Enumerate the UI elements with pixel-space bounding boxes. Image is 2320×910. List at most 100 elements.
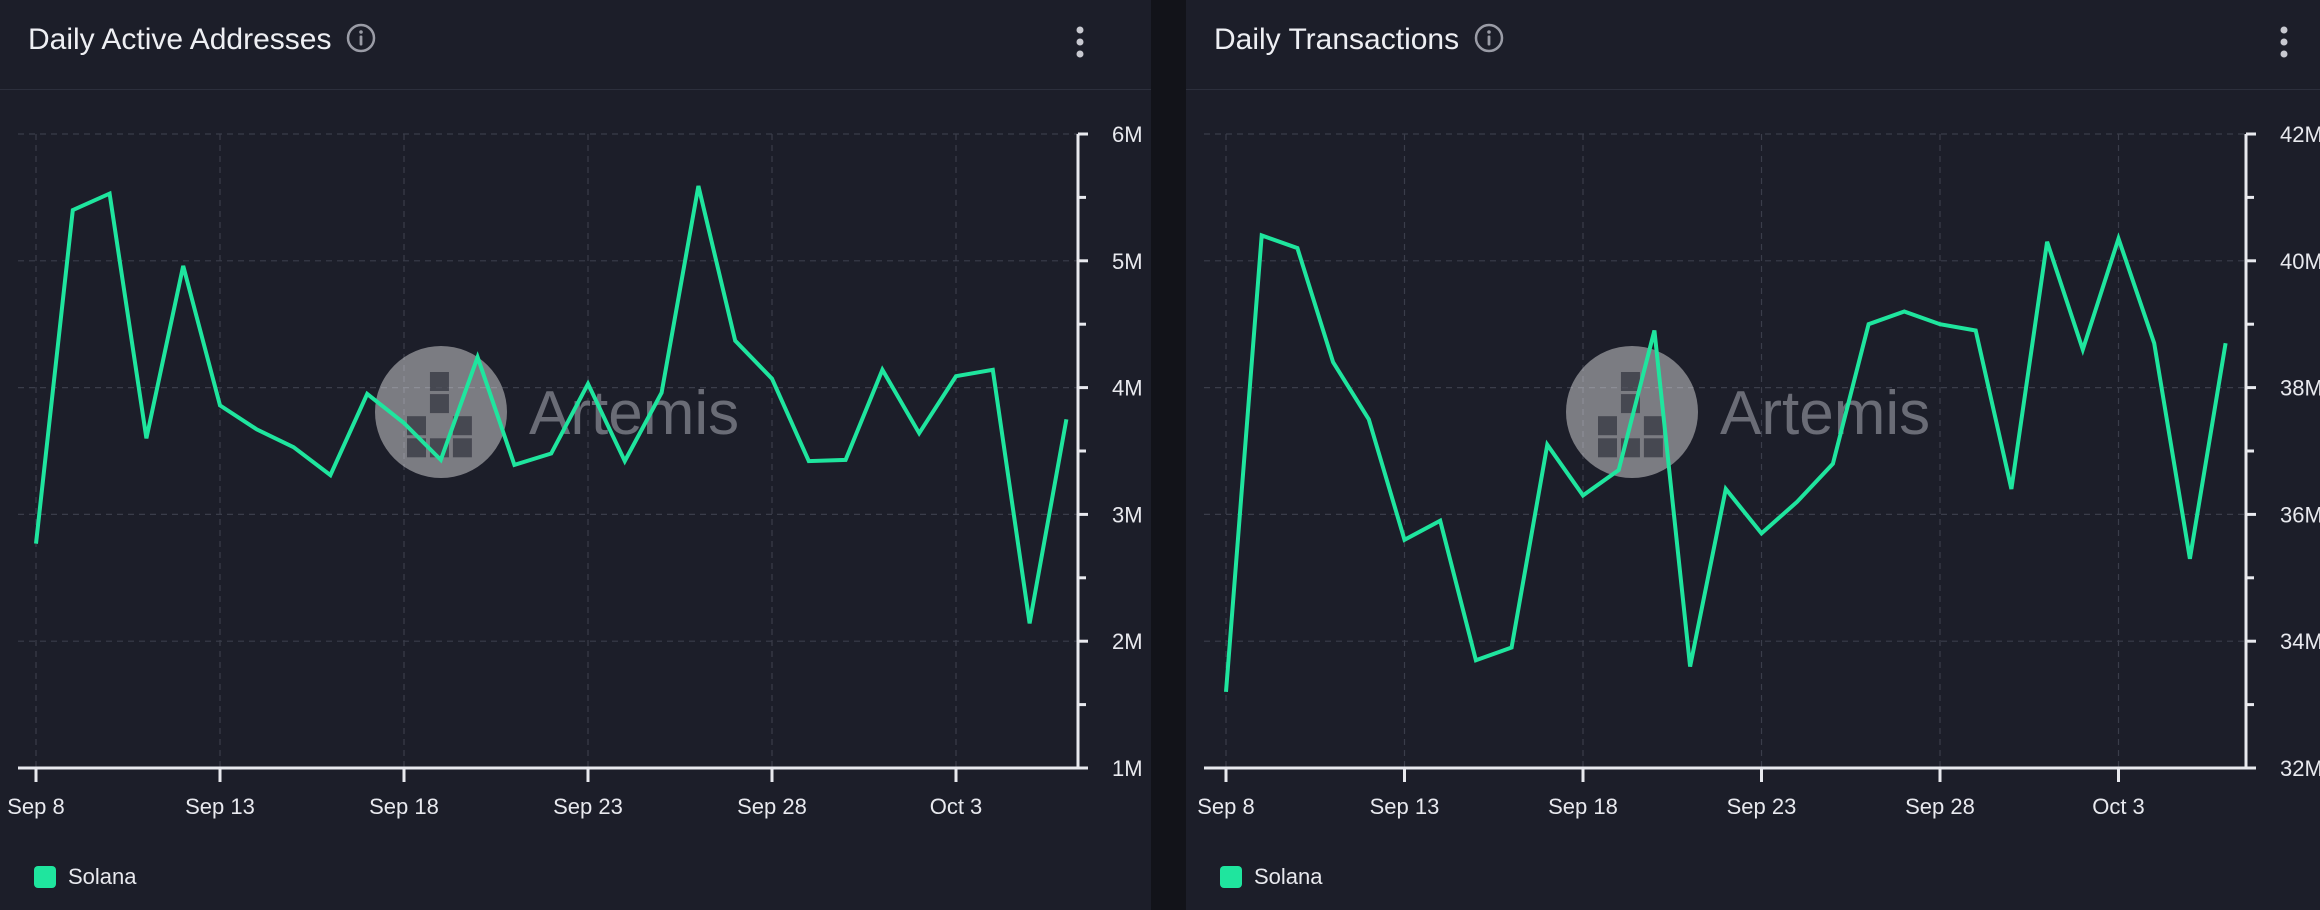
data-point[interactable] (1223, 689, 1229, 695)
data-point[interactable] (2008, 486, 2014, 492)
data-point[interactable] (2044, 239, 2050, 245)
data-point[interactable] (2223, 340, 2229, 346)
y-tick-label: 38M (2280, 376, 2320, 401)
data-point[interactable] (879, 367, 885, 373)
x-tick-label: Oct 3 (930, 794, 983, 819)
series-line-solana (34, 185, 1069, 624)
x-tick-label: Sep 18 (1548, 794, 1618, 819)
data-point[interactable] (1473, 657, 1479, 663)
info-icon[interactable] (345, 22, 377, 54)
data-point[interactable] (1759, 530, 1765, 536)
x-tick-label: Sep 13 (185, 794, 255, 819)
data-point[interactable] (438, 457, 444, 463)
data-point[interactable] (2187, 556, 2193, 562)
data-point[interactable] (511, 462, 517, 468)
chart-title: Daily Active Addresses (28, 22, 377, 57)
data-point[interactable] (217, 402, 223, 408)
data-point[interactable] (70, 207, 76, 213)
data-point[interactable] (548, 451, 554, 457)
data-point[interactable] (254, 426, 260, 432)
x-tick-label: Oct 3 (2092, 794, 2145, 819)
y-tick-label: 2M (1112, 629, 1143, 654)
y-tick-label: 1M (1112, 756, 1143, 781)
chart-panel-daily-active-addresses: Daily Active Addresses 6M 5M 4M 3M 2M 1M Sep 8… (0, 0, 1151, 910)
watermark-text: Artemis (529, 379, 739, 448)
data-point[interactable] (622, 458, 628, 464)
data-point[interactable] (364, 391, 370, 397)
y-tick-label: 34M (2280, 629, 2320, 654)
data-point[interactable] (953, 373, 959, 379)
data-point[interactable] (1063, 416, 1069, 422)
data-point[interactable] (2116, 236, 2122, 242)
panel-header: Daily Active Addresses (0, 0, 1151, 90)
data-point[interactable] (1687, 664, 1693, 670)
data-point[interactable] (1437, 518, 1443, 524)
y-tick-label: 5M (1112, 249, 1143, 274)
line-chart-daily-transactions: 42M 40M 38M 36M 34M 32M Sep 8 Sep 13 Sep 18 Sep 2… (1197, 122, 2320, 819)
data-point[interactable] (1027, 620, 1033, 626)
chart-legend[interactable]: Solana (34, 864, 137, 892)
legend-label: Solana (68, 864, 137, 889)
data-point[interactable] (1794, 499, 1800, 505)
data-point[interactable] (107, 191, 113, 197)
data-point[interactable] (1616, 467, 1622, 473)
chart-panel-daily-transactions: Daily Transactions 42M 40M 38M 36M 34M 32M Sep… (1186, 0, 2320, 910)
x-tick-label: Sep 8 (1197, 794, 1255, 819)
data-point[interactable] (990, 367, 996, 373)
data-point[interactable] (180, 263, 186, 269)
data-point[interactable] (1509, 645, 1515, 651)
data-point[interactable] (401, 420, 407, 426)
data-point[interactable] (1830, 461, 1836, 467)
data-point[interactable] (1973, 328, 1979, 334)
panel-divider (1151, 0, 1186, 910)
data-point[interactable] (327, 472, 333, 478)
more-options-icon[interactable] (1068, 24, 1092, 64)
data-point[interactable] (843, 457, 849, 463)
x-tick-label: Sep 18 (369, 794, 439, 819)
x-tick-label: Sep 28 (737, 794, 807, 819)
x-tick-label: Sep 28 (1905, 794, 1975, 819)
chart-legend[interactable]: Solana (1220, 864, 1323, 892)
y-tick-label: 36M (2280, 502, 2320, 527)
info-icon[interactable] (1473, 22, 1505, 54)
data-point[interactable] (695, 183, 701, 189)
data-point[interactable] (33, 541, 39, 547)
y-tick-label: 42M (2280, 122, 2320, 147)
data-point[interactable] (2151, 340, 2157, 346)
data-point[interactable] (1544, 442, 1550, 448)
x-tick-label: Sep 23 (553, 794, 623, 819)
data-point[interactable] (291, 444, 297, 450)
data-point[interactable] (1580, 492, 1586, 498)
y-tick-label: 6M (1112, 122, 1143, 147)
data-point[interactable] (806, 458, 812, 464)
data-point[interactable] (143, 435, 149, 441)
data-point[interactable] (732, 338, 738, 344)
more-options-icon[interactable] (2272, 24, 2296, 64)
data-point[interactable] (2080, 347, 2086, 353)
data-point[interactable] (916, 430, 922, 436)
data-point[interactable] (475, 354, 481, 360)
data-point[interactable] (1723, 486, 1729, 492)
data-point[interactable] (1259, 232, 1265, 238)
data-point[interactable] (585, 381, 591, 387)
data-point[interactable] (1651, 328, 1657, 334)
watermark-text: Artemis (1720, 379, 1930, 448)
y-tick-label: 32M (2280, 756, 2320, 781)
x-tick-label: Sep 8 (7, 794, 65, 819)
x-tick-label: Sep 13 (1370, 794, 1440, 819)
chart-title: Daily Transactions (1214, 22, 1505, 57)
data-point[interactable] (1866, 321, 1872, 327)
data-point[interactable] (1937, 321, 1943, 327)
data-point[interactable] (1330, 359, 1336, 365)
data-point[interactable] (1366, 416, 1372, 422)
series-line-solana (1224, 232, 2228, 693)
legend-swatch (1220, 866, 1242, 888)
y-tick-label: 4M (1112, 376, 1143, 401)
data-point[interactable] (769, 376, 775, 382)
data-point[interactable] (659, 390, 665, 396)
legend-label: Solana (1254, 864, 1323, 889)
data-point[interactable] (1901, 309, 1907, 315)
data-point[interactable] (1294, 245, 1300, 251)
data-point[interactable] (1402, 537, 1408, 543)
artemis-logo-watermark: Artemis (375, 346, 739, 478)
